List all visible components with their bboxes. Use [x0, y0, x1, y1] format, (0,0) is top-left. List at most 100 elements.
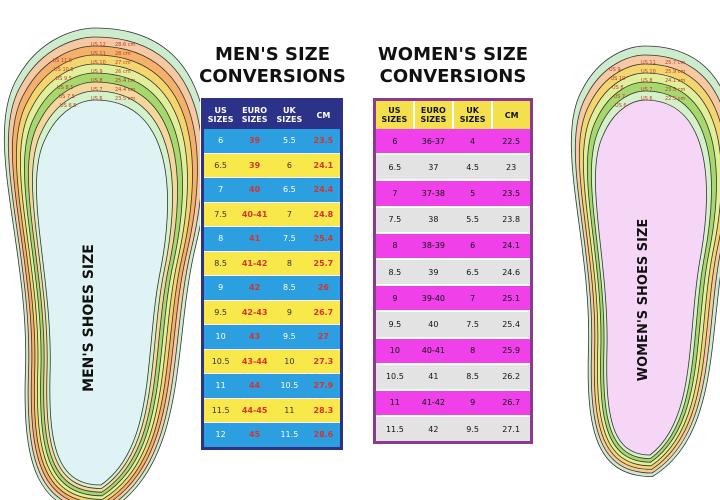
womens-outline-left-label: US 10 [611, 76, 626, 82]
mens-cell-us: 10.5 [202, 349, 238, 374]
mens-outline-label-cm: 24.4 cm [115, 87, 135, 93]
mens-cell-euro: 40 [237, 177, 272, 203]
mens-outline-label-cm: 25.4 cm [115, 78, 135, 84]
mens-cell-euro: 39 [237, 129, 272, 154]
mens-cell-uk: 8 [272, 251, 307, 276]
womens-outline-label-us: US 11 [641, 60, 656, 66]
womens-cell-euro: 40 [413, 311, 453, 339]
mens-cell-cm: 26 [306, 275, 342, 301]
mens-cell-cm: 23.5 [306, 129, 342, 154]
mens-cell-cm: 27 [306, 324, 342, 350]
mens-cell-uk: 11.5 [272, 422, 307, 449]
table-row: 7 37-38 5 23.5 [374, 180, 532, 208]
womens-cell-us: 11 [374, 389, 414, 418]
mens-cell-us: 7 [202, 177, 238, 203]
table-row: 11.5 44-45 11 28.3 [202, 398, 342, 423]
mens-cell-us: 9.5 [202, 300, 238, 325]
mens-size-table: US SIZES EURO SIZES UK SIZES CM 6 39 5.5 23.5 6.5 3… [201, 98, 343, 450]
mens-cell-us: 8.5 [202, 251, 238, 276]
mens-cell-euro: 40-41 [237, 202, 272, 227]
mens-cell-uk: 9.5 [272, 324, 307, 350]
mens-outline-label-us: US 6 [91, 96, 103, 102]
womens-cell-cm: 23.8 [492, 206, 532, 234]
mens-cell-cm: 28.6 [306, 422, 342, 449]
womens-outline-label-cm: 22.5 cm [665, 96, 685, 102]
womens-cell-cm: 26.2 [492, 363, 532, 391]
mens-cell-euro: 42 [237, 275, 272, 301]
womens-cell-uk: 7 [453, 285, 493, 313]
womens-cell-euro: 36-37 [413, 129, 453, 156]
table-row: 10 40-41 8 25.9 [374, 337, 532, 365]
womens-cell-cm: 25.4 [492, 311, 532, 339]
mens-cell-cm: 25.7 [306, 251, 342, 276]
mens-cell-euro: 43 [237, 324, 272, 350]
table-row: 8.5 41-42 8 25.7 [202, 251, 342, 276]
womens-size-outlines: US 11 25.7 cm US 10 25.9 cm US 8 24.1 cm US 7 2… [570, 45, 720, 478]
womens-insole-diagram: US 11 25.7 cm US 10 25.9 cm US 8 24.1 cm US 7 2… [570, 45, 720, 478]
mens-header-euro: EURO SIZES [237, 99, 272, 129]
mens-outline-label-us: US 12 [91, 42, 106, 48]
womens-cell-cm: 26.7 [492, 389, 532, 418]
womens-outline-left-label: US 7 [614, 94, 626, 100]
womens-cell-cm: 23.5 [492, 180, 532, 208]
womens-cell-cm: 23 [492, 154, 532, 182]
mens-insole-label: MEN'S SHOES SIZE [81, 244, 97, 392]
womens-cell-uk: 7.5 [453, 311, 493, 339]
mens-title-line1: MEN'S SIZE [214, 44, 331, 65]
mens-outline-label-cm: 23.5 cm [115, 96, 135, 102]
mens-cell-uk: 7 [272, 202, 307, 227]
table-row: 7.5 40-41 7 24.8 [202, 202, 342, 227]
table-row: 11 41-42 9 26.7 [374, 389, 532, 418]
table-row: 6.5 37 4.5 23 [374, 154, 532, 182]
womens-outline-label-cm: 25.7 cm [665, 60, 685, 66]
womens-cell-uk: 9 [453, 389, 493, 418]
womens-cell-uk: 9.5 [453, 416, 493, 444]
table-row: 8 38-39 6 24.1 [374, 232, 532, 260]
mens-cell-us: 10 [202, 324, 238, 350]
table-row: 9.5 42-43 9 26.7 [202, 300, 342, 325]
mens-outline-label-us: US 10 [91, 60, 106, 66]
mens-cell-us: 9 [202, 275, 238, 301]
womens-cell-euro: 37 [413, 154, 453, 182]
womens-cell-cm: 24.6 [492, 258, 532, 287]
mens-cell-uk: 11 [272, 398, 307, 423]
womens-cell-us: 8 [374, 232, 414, 260]
mens-cell-euro: 44 [237, 373, 272, 399]
table-row: 8.5 39 6.5 24.6 [374, 258, 532, 287]
mens-cell-euro: 41-42 [237, 251, 272, 276]
womens-outline-label-us: US 8 [641, 78, 653, 84]
womens-outline-label-us: US 6 [641, 96, 653, 102]
mens-cell-cm: 25.4 [306, 226, 342, 252]
mens-cell-us: 8 [202, 226, 238, 252]
table-row: 6.5 39 6 24.1 [202, 153, 342, 178]
womens-outline-left-label: US 6 [615, 103, 627, 109]
table-row: 10 43 9.5 27 [202, 324, 342, 350]
womens-title-line1: WOMEN'S SIZE [377, 44, 529, 65]
womens-cell-us: 9.5 [374, 311, 414, 339]
womens-title-line2: CONVERSIONS [379, 66, 527, 87]
womens-cell-euro: 37-38 [413, 180, 453, 208]
mens-cell-uk: 10.5 [272, 373, 307, 399]
mens-cell-cm: 26.7 [306, 300, 342, 325]
mens-cell-cm: 24.4 [306, 177, 342, 203]
table-row: 7.5 38 5.5 23.8 [374, 206, 532, 234]
mens-cell-cm: 27.3 [306, 349, 342, 374]
womens-outline-label-us: US 7 [641, 87, 653, 93]
mens-outline-label-cm: 26 cm [115, 69, 131, 75]
womens-cell-cm: 27.1 [492, 416, 532, 444]
mens-cell-euro: 39 [237, 153, 272, 178]
womens-cell-cm: 25.9 [492, 337, 532, 365]
womens-cell-euro: 41-42 [413, 389, 453, 418]
womens-header-us: US SIZES [374, 99, 414, 129]
mens-outline-label-us: US 8 [91, 78, 103, 84]
table-row: 8 41 7.5 25.4 [202, 226, 342, 252]
womens-outline-left-label: US 8 [612, 85, 624, 91]
womens-size-table: US SIZES EURO SIZES UK SIZES CM 6 36-37 4 22.5 6.5… [373, 98, 533, 445]
table-row: 9 39-40 7 25.1 [374, 285, 532, 313]
womens-table-header-row: US SIZES EURO SIZES UK SIZES CM [374, 99, 532, 129]
womens-outline-label-cm: 25.9 cm [665, 69, 685, 75]
table-row: 7 40 6.5 24.4 [202, 177, 342, 203]
mens-outline-label-us: US 7 [91, 87, 103, 93]
mens-cell-us: 6 [202, 129, 238, 154]
table-row: 10.5 43-44 10 27.3 [202, 349, 342, 374]
